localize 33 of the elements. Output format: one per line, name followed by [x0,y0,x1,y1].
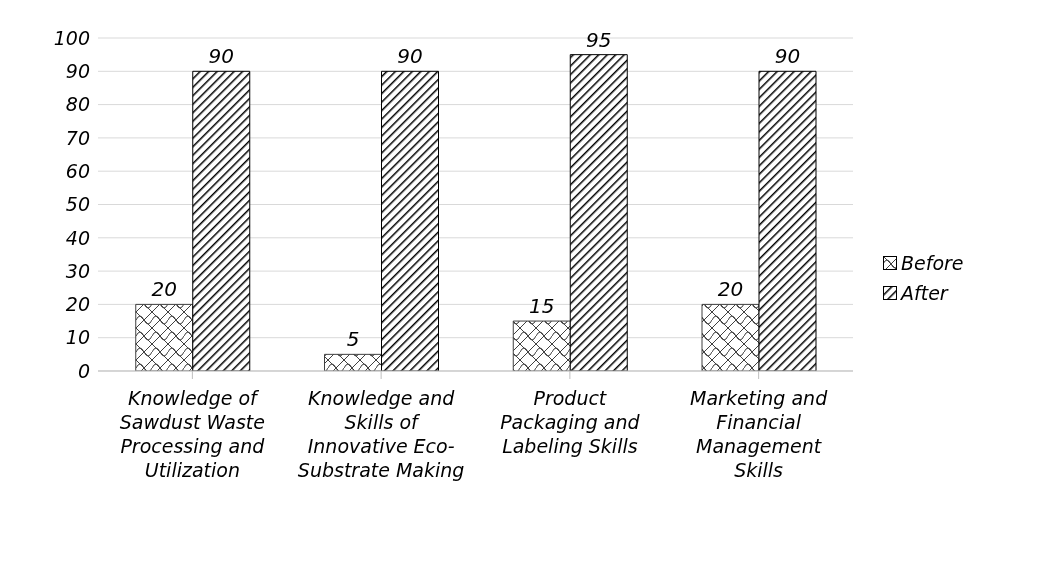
data-label: 20 [151,277,177,302]
bar [512,320,571,371]
data-label: 95 [586,27,612,52]
y-tick-label: 50 [65,193,90,216]
data-label: 20 [717,277,744,302]
data-label: 90 [208,44,234,69]
bar [135,303,194,371]
y-tick-label: 30 [65,259,90,282]
y-tick-label: 90 [65,60,90,83]
data-label: 90 [774,44,801,69]
y-tick-label: 60 [65,159,90,182]
bar [381,70,439,371]
legend-label: After [901,282,948,304]
y-tick-label: 80 [65,93,90,116]
data-label: 15 [529,294,555,319]
y-tick-label: 70 [65,126,90,149]
data-label: 5 [346,327,360,352]
bar [192,70,251,371]
y-tick-label: 40 [65,226,90,249]
bar [324,353,382,371]
x-tick-label: Knowledge and Skills of Innovative Eco-Substrate Making [297,387,465,481]
y-tick-label: 0 [77,359,90,382]
x-tick-label: Product Packaging and Labeling Skills [500,387,641,457]
x-tick-label: Marketing and Financial Management Skills [690,387,829,481]
y-tick-label: 10 [65,326,90,349]
x-tick-label: Knowledge of Sawdust Waste Processing and Utilization [119,387,266,481]
data-label: 90 [397,44,423,69]
y-tick-label: 100 [53,26,90,49]
bar [701,303,760,371]
bar [758,70,817,371]
legend-label: Before [901,252,964,274]
y-tick-label: 20 [65,293,90,316]
bar [569,54,628,371]
